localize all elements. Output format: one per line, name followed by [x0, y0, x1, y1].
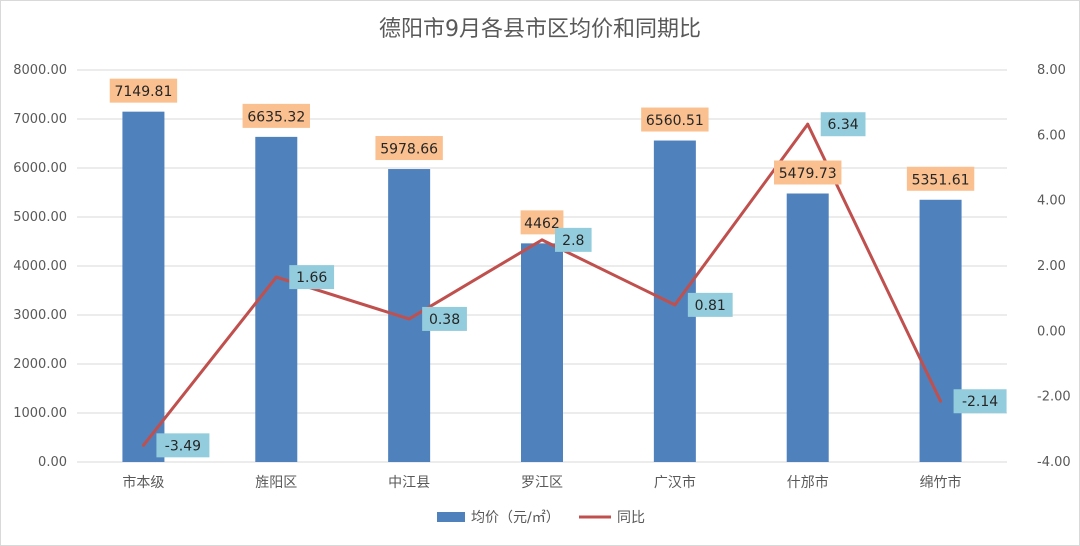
bar-data-label: 6635.32 — [242, 103, 310, 128]
bar-label-value: 5351.61 — [912, 172, 970, 188]
line-data-label: 0.81 — [687, 292, 733, 317]
bar-label-box — [109, 78, 178, 103]
line-label-value: -2.14 — [962, 394, 998, 410]
bar-data-label: 5351.61 — [906, 166, 975, 191]
line-point — [540, 238, 544, 242]
category-label: 旌阳区 — [255, 475, 297, 491]
line-point — [673, 303, 677, 307]
category-label: 市本级 — [122, 474, 164, 491]
right-axis-tick: 0.00 — [1037, 324, 1066, 339]
right-axis-tick: 6.00 — [1037, 128, 1066, 143]
bar-label-value: 4462 — [524, 216, 560, 232]
bar — [521, 243, 563, 462]
bar — [255, 136, 298, 462]
left-axis-tick: 0.00 — [38, 455, 67, 470]
line-label-box — [156, 433, 210, 458]
left-axis-tick: 6000.00 — [13, 161, 67, 176]
legend-label-bar: 均价（元/㎡） — [471, 510, 560, 526]
line-point — [274, 275, 278, 279]
category-axis: 市本级 旌阳区 中江县 罗江区 广汉市 什邡市 绵竹市 — [122, 474, 961, 491]
category-label: 中江县 — [388, 475, 430, 491]
bar-label-box — [906, 166, 975, 191]
bar-label-box — [242, 103, 310, 128]
line-label-box — [422, 306, 467, 331]
bar-data-label: 6560.51 — [641, 107, 709, 132]
right-axis: -4.00 -2.00 0.00 2.00 4.00 6.00 8.00 — [1037, 63, 1071, 470]
left-axis-tick: 3000.00 — [13, 308, 67, 323]
bar-label-box — [641, 107, 709, 132]
bar-label-value: 7149.81 — [114, 84, 172, 100]
right-axis-tick: 4.00 — [1037, 194, 1066, 209]
right-axis-tick: -2.00 — [1037, 390, 1071, 405]
line-data-label: 2.8 — [555, 227, 592, 252]
bar — [919, 199, 962, 462]
left-axis-tick: 8000.00 — [13, 63, 67, 78]
bar-label-value: 5479.73 — [779, 166, 837, 182]
line-label-box — [820, 112, 866, 137]
right-axis-tick: -4.00 — [1037, 455, 1071, 470]
bar-label-value: 5978.66 — [380, 142, 438, 158]
bar — [786, 193, 829, 462]
line-label-value: 1.66 — [296, 270, 327, 286]
right-axis-tick: 2.00 — [1037, 259, 1066, 274]
line-label-box — [555, 227, 592, 252]
right-axis-tick: 8.00 — [1037, 63, 1066, 78]
line-data-label: 1.66 — [289, 265, 335, 290]
left-axis-tick: 5000.00 — [13, 210, 67, 225]
legend-swatch-bar — [437, 512, 465, 522]
bar-data-label: 5978.66 — [375, 136, 443, 161]
bar-label-value: 6560.51 — [646, 113, 704, 129]
line-data-label: -2.14 — [953, 389, 1007, 414]
category-label: 广汉市 — [654, 474, 696, 491]
line-point — [407, 317, 411, 321]
line-label-value: 6.34 — [828, 117, 859, 133]
bar — [122, 111, 165, 463]
bar-data-label: 7149.81 — [109, 78, 178, 103]
left-axis-tick: 7000.00 — [13, 112, 67, 127]
left-axis-tick: 2000.00 — [13, 357, 67, 372]
left-axis: 0.00 1000.00 2000.00 3000.00 4000.00 5000.00 6… — [13, 63, 67, 470]
line-label-box — [289, 265, 335, 290]
line-series — [141, 122, 943, 447]
line-point — [141, 443, 145, 447]
bar-data-label: 5479.73 — [774, 160, 842, 185]
line-label-value: 0.81 — [695, 298, 726, 314]
category-label: 罗江区 — [521, 475, 563, 491]
line-label-box — [687, 292, 733, 317]
line-label-box — [953, 389, 1007, 414]
bar-data-labels: 7149.81 6635.32 5978.66 4462 6560.51 5479.73 5… — [109, 78, 975, 235]
line-point — [806, 122, 810, 126]
legend: 均价（元/㎡） 同比 — [437, 510, 645, 526]
line-data-labels: -3.49 1.66 0.38 2.8 0.81 6.34 -2.14 — [156, 112, 1007, 458]
line-data-label: -3.49 — [156, 433, 210, 458]
line-label-value: -3.49 — [165, 438, 201, 454]
chart-title: 德阳市9月各县市区均价和同期比 — [379, 17, 701, 42]
legend-label-line: 同比 — [617, 510, 645, 526]
line-point — [939, 399, 943, 403]
category-label: 绵竹市 — [920, 474, 962, 491]
line-label-value: 0.38 — [429, 312, 460, 328]
bar-label-value: 6635.32 — [247, 109, 305, 125]
left-axis-tick: 4000.00 — [13, 259, 67, 274]
bar-label-box — [375, 136, 443, 161]
line-label-value: 2.8 — [562, 233, 584, 249]
category-label: 什邡市 — [787, 474, 829, 491]
bar-label-box — [774, 160, 842, 185]
line-data-label: 0.38 — [422, 306, 467, 331]
left-axis-tick: 1000.00 — [13, 406, 67, 421]
line-data-label: 6.34 — [820, 112, 866, 137]
